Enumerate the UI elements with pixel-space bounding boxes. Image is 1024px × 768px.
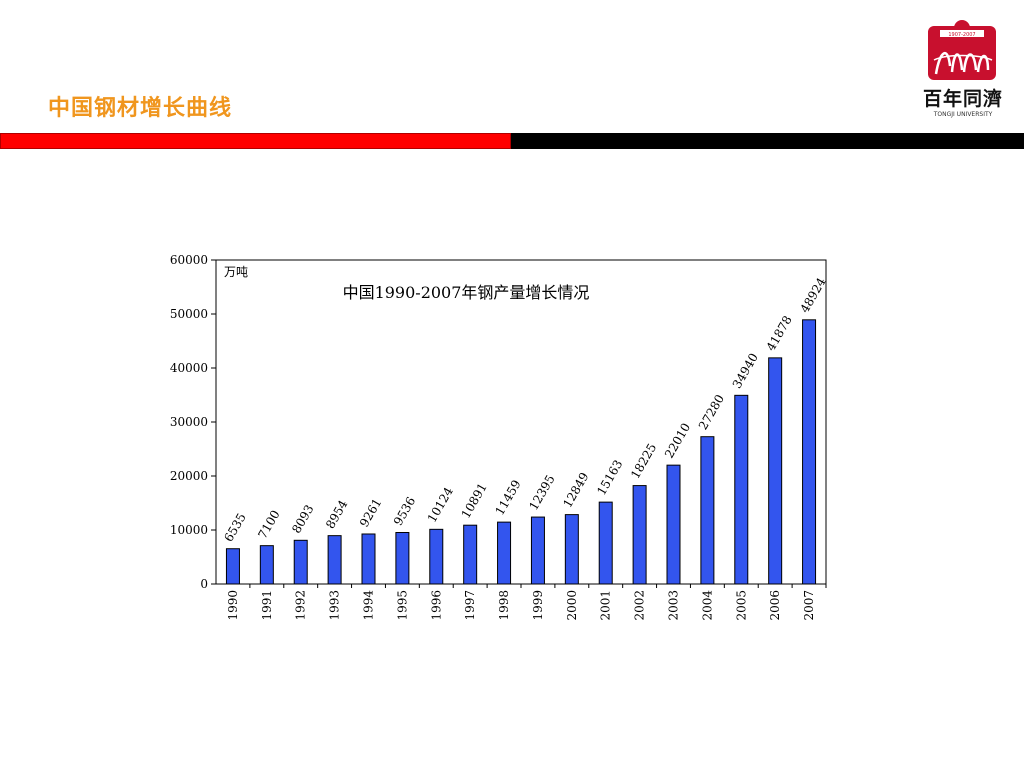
y-tick-label: 0	[200, 577, 208, 591]
y-tick-label: 10000	[170, 523, 208, 537]
data-label-2004: 27280	[696, 392, 727, 432]
bar-1997	[463, 524, 478, 585]
chart-title: 中国1990-2007年钢产量增长情况	[343, 283, 590, 302]
data-label-2001: 15163	[594, 458, 625, 498]
category-label-1994: 1994	[362, 590, 376, 621]
header-band-black	[511, 133, 1024, 149]
data-label-1996: 10124	[425, 484, 456, 524]
bar-1998	[497, 521, 512, 585]
bar-2003	[666, 464, 681, 585]
data-label-2002: 18225	[628, 441, 659, 481]
y-tick-label: 60000	[170, 253, 208, 267]
category-label-1992: 1992	[294, 590, 308, 621]
logo-name-cn: 百年同濟	[922, 88, 1003, 110]
category-label-2004: 2004	[700, 590, 714, 621]
logo-years: 1907-2007	[948, 32, 975, 38]
data-label-1997: 10891	[459, 481, 490, 521]
category-label-1993: 1993	[328, 590, 342, 621]
bar-2002	[632, 485, 647, 585]
data-label-2003: 22010	[662, 421, 693, 461]
bar-2005	[734, 394, 749, 585]
category-label-2001: 2001	[599, 590, 613, 621]
data-label-1991: 7100	[255, 508, 282, 541]
bar-1995	[395, 532, 410, 585]
category-label-2006: 2006	[768, 590, 782, 621]
data-label-1995: 9536	[391, 495, 418, 528]
y-tick-label: 20000	[170, 469, 208, 483]
category-label-1991: 1991	[260, 590, 274, 621]
centennial-emblem-icon: 1907-2007	[928, 20, 996, 80]
category-label-2007: 2007	[802, 590, 816, 621]
data-label-2006: 41878	[764, 313, 795, 353]
category-label-1999: 1999	[531, 590, 545, 621]
bar-2004	[700, 436, 715, 585]
category-label-1998: 1998	[497, 590, 511, 621]
category-label-2000: 2000	[565, 590, 579, 621]
bar-1992	[293, 539, 308, 585]
data-label-2007: 48924	[798, 275, 829, 315]
data-label-1992: 8093	[289, 502, 316, 535]
y-tick-label: 50000	[170, 307, 208, 321]
y-axis-unit-label: 万吨	[224, 265, 248, 279]
logo-name-en: TONGJI UNIVERSITY	[933, 111, 993, 118]
bar-1993	[327, 535, 342, 585]
category-label-1990: 1990	[226, 590, 240, 621]
data-label-1993: 8954	[323, 497, 351, 531]
slide-title: 中国钢材增长曲线	[48, 96, 233, 121]
category-label-1995: 1995	[395, 590, 409, 621]
data-label-1999: 12395	[526, 472, 557, 512]
data-label-2000: 12849	[560, 470, 591, 510]
category-label-1997: 1997	[463, 590, 477, 621]
data-label-1994: 9261	[357, 496, 384, 529]
bar-2001	[598, 501, 613, 585]
bar-2007	[802, 319, 817, 585]
bar-2000	[564, 514, 579, 585]
category-label-2002: 2002	[633, 590, 647, 621]
bar-1999	[530, 516, 545, 585]
bar-1991	[259, 545, 274, 585]
y-tick-label: 40000	[170, 361, 208, 375]
category-label-1996: 1996	[429, 590, 443, 621]
category-label-2005: 2005	[734, 590, 748, 621]
university-logo: 1907-2007 百年同濟 TONGJI UNIVERSITY	[918, 18, 1008, 122]
bar-2006	[768, 357, 783, 585]
header-band-red	[0, 133, 511, 149]
data-label-2005: 34940	[730, 351, 761, 391]
data-label-1990: 6535	[221, 511, 248, 544]
bar-1990	[225, 548, 240, 585]
bar-1996	[429, 528, 444, 585]
bar-1994	[361, 533, 376, 585]
category-label-2003: 2003	[667, 590, 681, 621]
data-label-1998: 11459	[493, 478, 524, 518]
y-tick-label: 30000	[170, 415, 208, 429]
